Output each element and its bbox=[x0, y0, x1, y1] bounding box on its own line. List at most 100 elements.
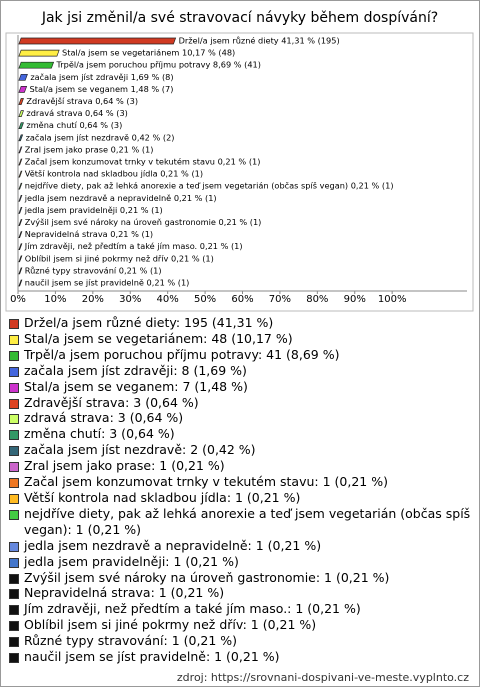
legend-swatch bbox=[9, 382, 19, 393]
bar-label: Zral jsem jako prase 0,21 % (1) bbox=[25, 144, 154, 154]
legend-label: Začal jsem konzumovat trnky v tekutém st… bbox=[24, 474, 388, 490]
bar-label: Trpěl/a jsem poruchou příjmu potravy 8,6… bbox=[56, 60, 261, 70]
bar-label: Zdravější strava 0,64 % (3) bbox=[26, 96, 138, 106]
legend-label: jedla jsem nezdravě a nepravidelně: 1 (0… bbox=[24, 537, 322, 553]
bar bbox=[18, 182, 23, 190]
legend-item: Držel/a jsem různé diety: 195 (41,31 %) bbox=[9, 315, 471, 331]
legend-label: Nepravidelná strava: 1 (0,21 %) bbox=[24, 585, 225, 601]
legend-swatch bbox=[9, 350, 19, 361]
legend-item: nejdříve diety, pak až lehká anorexie a … bbox=[9, 506, 471, 538]
bar-label: Držel/a jsem různé diety 41,31 % (195) bbox=[179, 36, 340, 46]
legend-swatch bbox=[9, 637, 19, 648]
legend-swatch bbox=[9, 398, 19, 409]
legend-label: Větší kontrola nad skladbou jídla: 1 (0,… bbox=[24, 489, 301, 505]
bar bbox=[18, 243, 23, 251]
legend-swatch bbox=[9, 589, 19, 600]
legend-swatch bbox=[9, 478, 19, 489]
bar-label: Začal jsem konzumovat trnky v tekutém st… bbox=[25, 157, 261, 167]
legend-label: změna chutí: 3 (0,64 %) bbox=[24, 426, 175, 442]
x-tick-label: 30% bbox=[119, 294, 141, 305]
x-tick-label: 50% bbox=[194, 294, 216, 305]
bar bbox=[18, 231, 23, 238]
legend-item: zdravá strava: 3 (0,64 %) bbox=[9, 410, 471, 426]
x-tick-label: 70% bbox=[269, 294, 291, 305]
bar bbox=[18, 170, 23, 178]
bar bbox=[18, 134, 24, 142]
bar bbox=[18, 86, 28, 93]
bar-label: zdravá strava 0,64 % (3) bbox=[26, 108, 127, 118]
legend-swatch bbox=[9, 319, 19, 329]
chart-frame bbox=[5, 32, 474, 312]
legend-label: Zdravější strava: 3 (0,64 %) bbox=[24, 394, 199, 410]
bar-label: Jím zdravěji, než předtím a také jím mas… bbox=[24, 241, 243, 251]
legend-item: Zdravější strava: 3 (0,64 %) bbox=[9, 395, 471, 411]
legend: Držel/a jsem různé diety: 195 (41,31 %) S… bbox=[9, 315, 471, 665]
legend-item: Zvýšil jsem své nároky na úroveň gastron… bbox=[9, 570, 471, 586]
x-tick-label: 60% bbox=[231, 294, 253, 305]
legend-item: Stal/a jsem se veganem: 7 (1,48 %) bbox=[9, 379, 471, 395]
bar-label: Oblíbil jsem si jiné pokrmy než dřív 0,2… bbox=[25, 253, 214, 263]
x-tick-label: 100% bbox=[378, 294, 407, 305]
bar bbox=[18, 255, 23, 263]
legend-swatch bbox=[9, 509, 19, 520]
legend-swatch bbox=[9, 493, 19, 504]
legend-item: začala jsem jíst zdravěji: 8 (1,69 %) bbox=[9, 363, 471, 379]
legend-item: Nepravidelná strava: 1 (0,21 %) bbox=[9, 585, 471, 601]
legend-label: Zral jsem jako prase: 1 (0,21 %) bbox=[24, 458, 225, 474]
source: zdroj: https://srovnani-dospivani-ve-mes… bbox=[176, 671, 469, 684]
bar bbox=[18, 267, 23, 275]
legend-label: Zvýšil jsem své nároky na úroveň gastron… bbox=[24, 569, 390, 585]
legend-swatch bbox=[9, 366, 19, 377]
legend-label: začala jsem jíst nezdravě: 2 (0,42 %) bbox=[24, 442, 256, 458]
x-tick-label: 90% bbox=[344, 294, 366, 305]
legend-label: začala jsem jíst zdravěji: 8 (1,69 %) bbox=[24, 362, 247, 378]
legend-label: Držel/a jsem různé diety: 195 (41,31 %) bbox=[24, 315, 274, 330]
bar-label: naučil jsem se jíst pravidelně 0,21 % (1… bbox=[25, 278, 190, 288]
bar-label: začala jsem jíst zdravěji 1,69 % (8) bbox=[30, 72, 173, 82]
legend-swatch bbox=[9, 334, 19, 345]
legend-item: jedla jsem pravidelněji: 1 (0,21 %) bbox=[9, 554, 471, 570]
legend-swatch bbox=[9, 573, 19, 584]
legend-label: Různé typy stravování: 1 (0,21 %) bbox=[24, 633, 238, 649]
chart-title: Jak jsi změnil/a své stravovací návyky b… bbox=[41, 10, 438, 26]
bar bbox=[18, 207, 23, 214]
legend-item: Začal jsem konzumovat trnky v tekutém st… bbox=[9, 474, 471, 490]
bar bbox=[18, 279, 23, 287]
legend-item: Různé typy stravování: 1 (0,21 %) bbox=[9, 633, 471, 649]
legend-item: Větší kontrola nad skladbou jídla: 1 (0,… bbox=[9, 490, 471, 506]
legend-label: Stal/a jsem se vegetariánem: 48 (10,17 %… bbox=[24, 330, 293, 346]
bar-label: Stal/a jsem se veganem 1,48 % (7) bbox=[30, 84, 174, 94]
legend-item: začala jsem jíst nezdravě: 2 (0,42 %) bbox=[9, 442, 471, 458]
legend-label: naučil jsem se jíst pravidelně: 1 (0,21 … bbox=[24, 649, 280, 665]
x-tick-label: 0% bbox=[10, 294, 26, 305]
chart: Jak jsi změnil/a své stravovací návyky b… bbox=[5, 10, 474, 312]
legend-item: Oblíbil jsem si jiné pokrmy než dřív: 1 … bbox=[9, 617, 471, 633]
bar bbox=[18, 37, 177, 45]
x-tick-label: 80% bbox=[306, 294, 328, 305]
legend-label: nejdříve diety, pak až lehká anorexie a … bbox=[24, 505, 471, 537]
legend-swatch bbox=[9, 557, 19, 568]
bar bbox=[18, 122, 24, 130]
legend-item: Trpěl/a jsem poruchou příjmu potravy: 41… bbox=[9, 347, 471, 363]
legend-item: Jím zdravěji, než předtím a také jím mas… bbox=[9, 601, 471, 617]
legend-label: Jím zdravěji, než předtím a také jím mas… bbox=[24, 601, 361, 617]
bar-label: změna chutí 0,64 % (3) bbox=[26, 120, 122, 130]
legend-swatch bbox=[9, 414, 19, 425]
legend-item: Zral jsem jako prase: 1 (0,21 %) bbox=[9, 458, 471, 474]
bar bbox=[18, 61, 55, 69]
legend-swatch bbox=[9, 430, 19, 441]
legend-swatch bbox=[9, 446, 19, 457]
legend-item: změna chutí: 3 (0,64 %) bbox=[9, 426, 471, 442]
bar bbox=[18, 73, 28, 81]
legend-swatch bbox=[9, 653, 19, 664]
bar bbox=[18, 219, 23, 226]
bar-label: Větší kontrola nad skladbou jídla 0,21 %… bbox=[25, 169, 203, 179]
bar-label: nejdříve diety, pak až lehká anorexie a … bbox=[25, 181, 394, 191]
legend-label: Stal/a jsem se veganem: 7 (1,48 %) bbox=[24, 378, 248, 394]
legend-swatch bbox=[9, 462, 19, 473]
bar-label: jedla jsem pravidelněji 0,21 % (1) bbox=[24, 205, 163, 215]
bar-label: Různé typy stravování 0,21 % (1) bbox=[25, 265, 162, 275]
legend-item: jedla jsem nezdravě a nepravidelně: 1 (0… bbox=[9, 538, 471, 554]
bar-label: Stal/a jsem se vegetariánem 10,17 % (48) bbox=[62, 48, 235, 58]
